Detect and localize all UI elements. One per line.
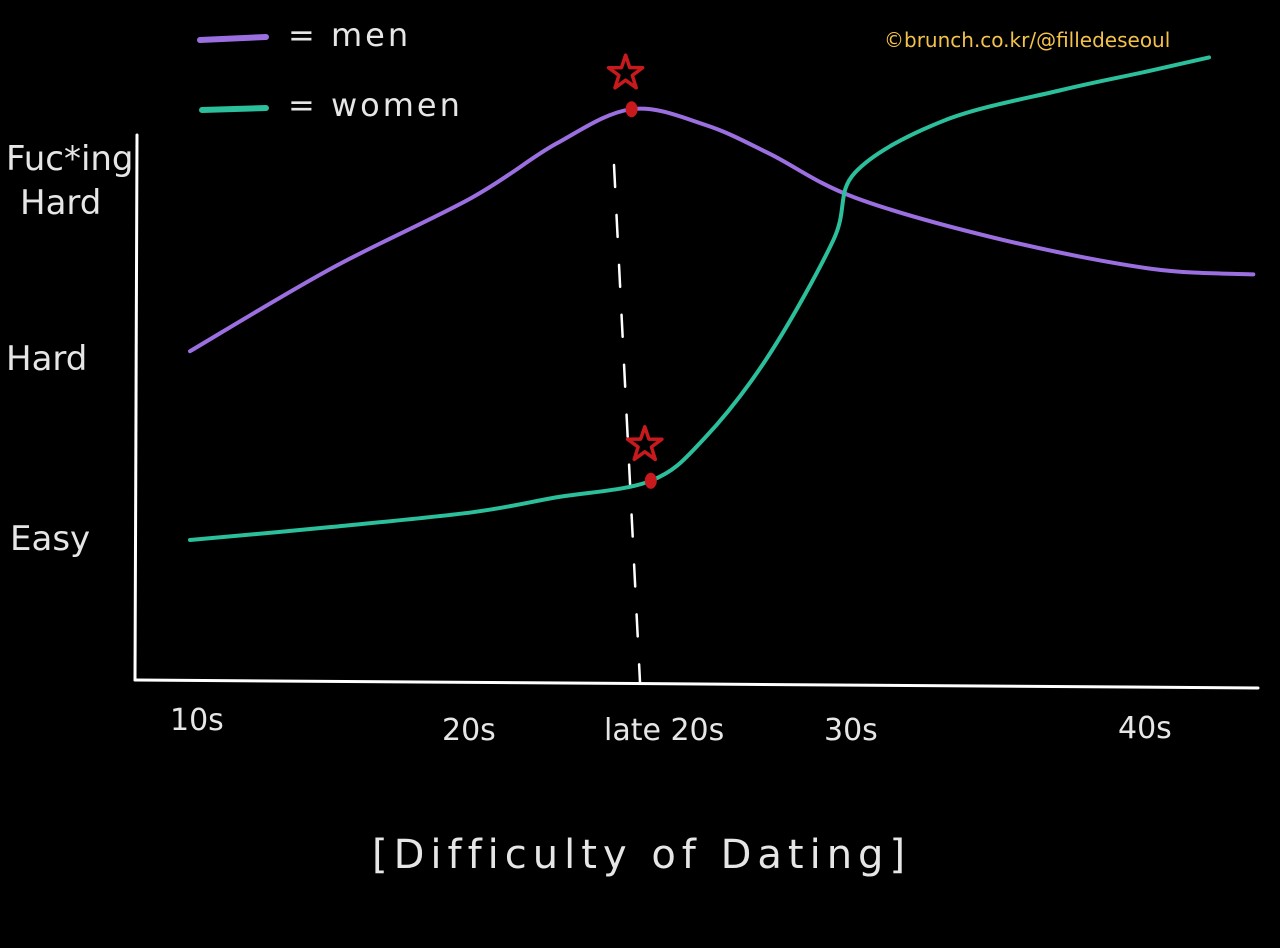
legend-swatch-men (197, 34, 269, 43)
marker-layer (606, 53, 664, 489)
marker-dot-women (644, 472, 657, 489)
series-line-men (188, 106, 1256, 354)
y-tick-labels: Fuc*ing Hard Hard Easy (6, 139, 134, 559)
y-label-easy: Easy (10, 519, 90, 559)
credit-text: ©brunch.co.kr/@filledeseoul (884, 28, 1170, 52)
dashed-guide-line (612, 163, 642, 684)
x-label-10s: 10s (170, 703, 224, 738)
axes (133, 133, 1260, 690)
x-label-40s: 40s (1118, 711, 1172, 746)
x-tick-labels: 10s 20s late 20s 30s 40s (170, 703, 1172, 748)
series-line-women (188, 55, 1211, 542)
x-axis (133, 678, 1260, 690)
legend-swatch-women (199, 105, 269, 113)
y-label-fucking-hard-line1: Fuc*ing (6, 139, 134, 179)
x-label-30s: 30s (824, 713, 878, 748)
x-label-late-20s: late 20s (604, 713, 724, 748)
chart-title: [Difficulty of Dating] (372, 832, 911, 878)
x-label-20s: 20s (442, 713, 496, 748)
y-label-fucking-hard-line2: Hard (20, 183, 101, 223)
star-icon (625, 425, 664, 462)
legend-label-men: = men (288, 16, 411, 54)
marker-dot-men (625, 101, 638, 118)
y-axis (133, 133, 139, 682)
legend-label-women: = women (288, 86, 463, 124)
star-icon (606, 53, 645, 90)
series-layer (188, 55, 1256, 542)
legend: = men = women (197, 16, 463, 124)
y-label-hard: Hard (6, 339, 87, 379)
